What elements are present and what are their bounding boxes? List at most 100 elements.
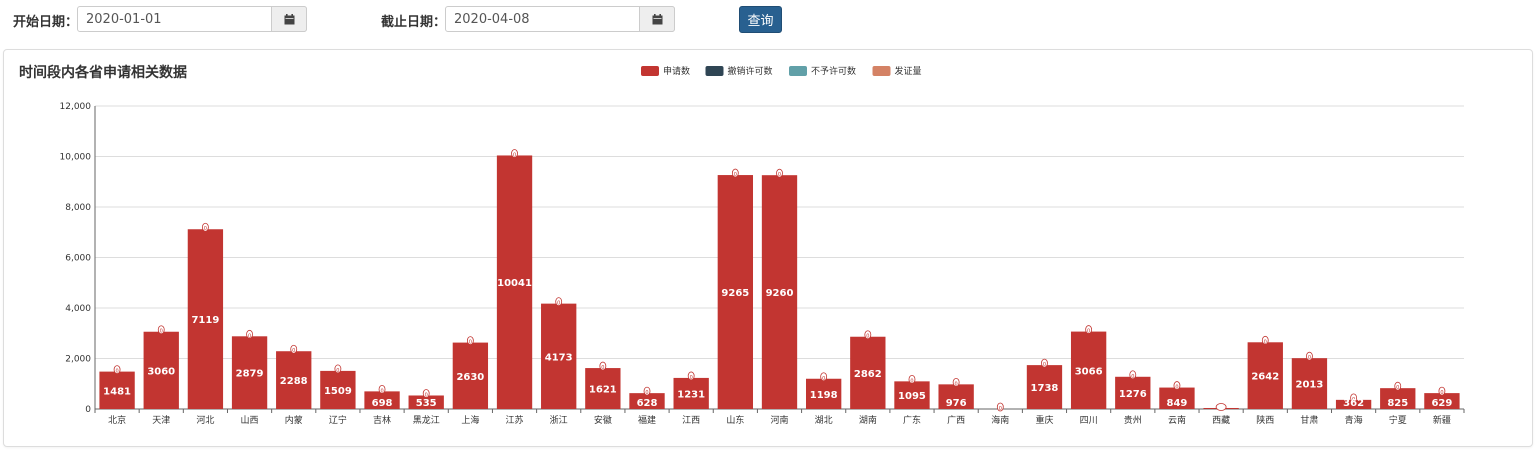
bar-上海[interactable] — [452, 342, 489, 409]
zero-value-marker — [599, 361, 607, 371]
x-tick-label: 河北 — [196, 414, 214, 426]
x-tick-label: 山西 — [241, 415, 259, 426]
zero-value-marker — [687, 371, 695, 381]
legend-swatch[interactable] — [705, 66, 724, 76]
x-tick-label: 江苏 — [506, 414, 524, 426]
bar-value-label: 825 — [1387, 398, 1408, 409]
bar-福建[interactable] — [629, 393, 665, 409]
bar-辽宁[interactable] — [320, 370, 356, 409]
legend-label[interactable]: 申请数 — [663, 65, 690, 77]
end-date-input[interactable] — [446, 7, 626, 31]
zero-value-marker — [996, 402, 1004, 412]
zero-value-label: 0 — [292, 348, 295, 354]
bar-value-label: 698 — [372, 398, 393, 409]
legend-swatch[interactable] — [872, 66, 891, 76]
x-tick-label: 江西 — [682, 415, 700, 426]
bar-甘肃[interactable] — [1291, 358, 1328, 409]
start-date-label: 开始日期： — [13, 15, 79, 30]
x-tick-label: 海南 — [991, 414, 1009, 426]
x-tick-label: 青海 — [1345, 414, 1363, 426]
zero-value-label: 0 — [690, 375, 693, 381]
legend-swatch[interactable] — [789, 66, 807, 76]
chart-panel: 时间段内各省申请相关数据 0 2,000 4,000 6,000 8,000 10,000… — [3, 49, 1533, 447]
end-calendar-button[interactable] — [639, 6, 675, 32]
bar-天津[interactable] — [143, 331, 179, 409]
x-tick-label: 黑龙江 — [413, 414, 440, 426]
zero-value-marker — [643, 386, 651, 396]
zero-value-label: 0 — [1043, 362, 1046, 368]
query-button[interactable]: 查询 — [739, 6, 782, 33]
zero-value-label: 0 — [1087, 329, 1090, 335]
bar-安徽[interactable] — [585, 368, 621, 409]
bar-河北[interactable] — [187, 229, 224, 409]
end-date-group — [445, 6, 675, 32]
bar-广西[interactable] — [938, 384, 974, 409]
bar-value-label: 628 — [637, 398, 658, 409]
bar-北京[interactable] — [99, 371, 135, 409]
bar-云南[interactable] — [1159, 387, 1195, 409]
bar-河南[interactable] — [761, 175, 798, 409]
bar-吉林[interactable] — [364, 391, 400, 409]
zero-value-label: 0 — [910, 378, 913, 384]
zero-value-marker — [1085, 325, 1093, 334]
bar-内蒙[interactable] — [276, 351, 312, 409]
y-tick-label: 4,000 — [65, 304, 91, 314]
bar-陕西[interactable] — [1247, 342, 1283, 409]
bar-四川[interactable] — [1070, 331, 1107, 409]
zero-value-marker — [157, 325, 165, 335]
zero-value-label: 0 — [115, 369, 118, 375]
legend-label[interactable]: 发证量 — [895, 65, 922, 77]
start-date-input[interactable] — [78, 7, 258, 31]
zero-value-label: 0 — [601, 365, 604, 371]
y-tick-label: 8,000 — [65, 203, 91, 213]
panel-title: 时间段内各省申请相关数据 — [19, 65, 187, 81]
bar-新疆[interactable] — [1424, 393, 1460, 409]
zero-value-label: 0 — [645, 390, 648, 396]
legend-label[interactable]: 不予许可数 — [811, 65, 856, 77]
zero-value-marker — [1394, 381, 1402, 391]
x-tick-label: 湖北 — [815, 415, 833, 426]
start-date-group — [77, 6, 307, 32]
bar-value-label: 9260 — [766, 288, 794, 299]
zero-value-label: 0 — [1264, 339, 1267, 345]
bar-value-label: 2879 — [236, 369, 264, 380]
zero-value-marker — [1438, 386, 1446, 396]
bar-广东[interactable] — [894, 381, 930, 409]
bar-value-label: 9265 — [721, 288, 749, 299]
bar-江苏[interactable] — [496, 155, 533, 409]
bar-宁夏[interactable] — [1380, 388, 1416, 409]
x-tick-label: 北京 — [108, 414, 126, 426]
legend-label[interactable]: 撤销许可数 — [728, 65, 773, 77]
bar-湖北[interactable] — [805, 378, 842, 409]
bar-value-label: 2642 — [1251, 372, 1279, 383]
zero-value-marker — [555, 297, 563, 307]
bar-湖南[interactable] — [850, 336, 886, 409]
legend-swatch[interactable] — [641, 66, 659, 76]
zero-value-label: 0 — [513, 152, 516, 158]
bar-山东[interactable] — [717, 175, 754, 409]
zero-value-marker — [466, 336, 474, 345]
bar-贵州[interactable] — [1115, 376, 1151, 409]
x-tick-label: 安徽 — [594, 414, 612, 426]
bar-value-label: 1095 — [898, 391, 926, 402]
zero-value-marker — [1306, 351, 1313, 361]
x-tick-label: 云南 — [1168, 414, 1186, 426]
bar-浙江[interactable] — [541, 303, 577, 409]
zero-value-label: 0 — [160, 329, 163, 335]
zero-value-marker — [1173, 381, 1181, 390]
zero-value-marker — [908, 374, 916, 384]
bar-黑龙江[interactable] — [408, 395, 444, 409]
zero-value-label: 0 — [204, 226, 207, 232]
start-calendar-button[interactable] — [271, 6, 307, 32]
y-tick-label: 6,000 — [65, 254, 91, 264]
bar-value-label: 1198 — [810, 390, 838, 401]
zero-value-label: 0 — [1352, 397, 1355, 403]
zero-value-marker — [334, 364, 342, 374]
bar-江西[interactable] — [673, 377, 709, 409]
bar-chart: 0 2,000 4,000 6,000 8,000 10,000 12,000 申请数 撤销许可… — [60, 65, 1465, 426]
bar-重庆[interactable] — [1026, 365, 1063, 409]
bar-青海[interactable] — [1335, 399, 1372, 409]
end-date-label: 截止日期： — [381, 15, 447, 30]
x-tick-label: 广西 — [947, 414, 965, 426]
bar-山西[interactable] — [231, 336, 268, 409]
